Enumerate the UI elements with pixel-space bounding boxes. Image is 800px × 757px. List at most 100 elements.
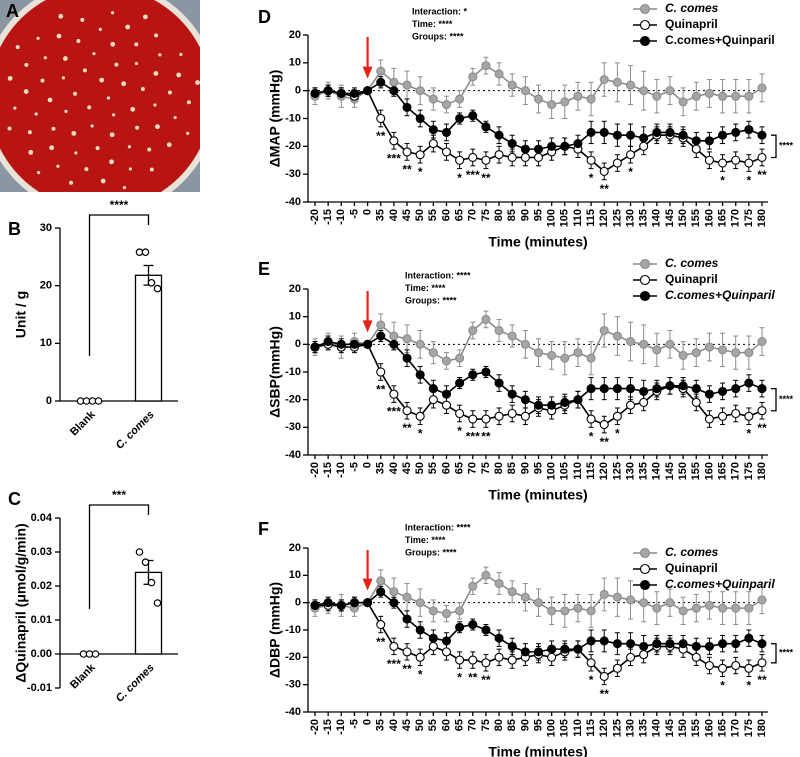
- series-marker: [402, 592, 412, 602]
- colony: [28, 149, 34, 155]
- series-marker: [415, 150, 425, 160]
- significance-star: **: [757, 673, 767, 687]
- series-marker: [678, 130, 688, 140]
- x-tick-label: 75: [480, 462, 492, 474]
- stat-text: Groups: ****: [412, 31, 464, 41]
- series-marker: [718, 91, 728, 101]
- series-marker: [691, 91, 701, 101]
- significance-star: ***: [466, 430, 480, 444]
- series-marker: [744, 633, 754, 643]
- series-marker: [599, 671, 609, 682]
- series-marker: [428, 606, 438, 616]
- series-marker: [573, 139, 583, 149]
- series-marker: [310, 342, 320, 352]
- x-tick-label: 95: [532, 719, 544, 731]
- significance-bracket: [88, 504, 150, 609]
- group-bracket: [771, 643, 777, 664]
- colony: [110, 41, 116, 47]
- legend-label: C. comes: [665, 256, 719, 270]
- x-tick-label: 60: [440, 462, 452, 474]
- series-marker: [560, 644, 570, 654]
- x-tick-label: 40: [388, 719, 400, 731]
- series-marker: [415, 411, 425, 421]
- significance-star: *: [589, 430, 594, 444]
- series-marker: [481, 155, 491, 165]
- series-marker: [402, 102, 412, 112]
- series-marker: [494, 69, 504, 79]
- series-marker: [625, 639, 636, 649]
- series-marker: [691, 348, 701, 358]
- series-marker: [718, 345, 728, 355]
- series-marker: [691, 136, 701, 146]
- series-marker: [599, 636, 609, 646]
- series-marker: [612, 158, 622, 168]
- legend-marker: [639, 579, 651, 591]
- series-marker: [507, 408, 517, 419]
- series-marker: [560, 397, 570, 407]
- x-tick-label: 155: [690, 462, 702, 480]
- significance-star: ***: [387, 657, 401, 671]
- series-marker: [744, 91, 754, 101]
- x-tick-label: 125: [611, 462, 623, 480]
- y-axis-label: ΔQuinapril (μmol/g/min): [13, 523, 29, 682]
- colony: [149, 167, 154, 172]
- series-marker: [349, 88, 359, 98]
- series-marker: [455, 655, 465, 665]
- colony: [127, 145, 132, 149]
- series-marker: [704, 600, 714, 610]
- series-marker: [336, 600, 346, 610]
- colony: [147, 147, 152, 152]
- series-marker: [415, 113, 425, 124]
- x-tick-label: 145: [664, 462, 676, 480]
- colony: [51, 126, 56, 131]
- x-tick-label: 130: [624, 209, 636, 227]
- colony: [110, 11, 115, 15]
- series-marker: [507, 80, 517, 90]
- x-tick-label: 45: [401, 462, 413, 474]
- series-marker: [520, 86, 530, 96]
- x-tick-label: -20: [309, 719, 321, 735]
- colony: [69, 180, 74, 185]
- series-marker: [547, 141, 557, 151]
- x-tick-label: 180: [756, 719, 768, 737]
- series-marker: [402, 614, 412, 624]
- series-marker: [533, 144, 544, 154]
- x-tick-label: -5: [348, 462, 360, 472]
- significance-star: **: [481, 171, 491, 185]
- series-marker: [376, 331, 386, 341]
- x-tick-label: 130: [624, 719, 636, 737]
- series-marker: [704, 389, 714, 399]
- arrow-head: [362, 320, 373, 333]
- x-tick-label: 170: [730, 719, 742, 737]
- colony: [179, 52, 183, 57]
- colony: [112, 113, 116, 117]
- series-marker: [455, 408, 465, 419]
- colony: [186, 131, 190, 135]
- series-marker: [612, 411, 622, 421]
- x-tick-label: 40: [388, 209, 400, 221]
- series-marker: [349, 339, 359, 349]
- significance-star: **: [600, 435, 610, 449]
- series-marker: [494, 411, 504, 421]
- x-tick-label: 40: [388, 462, 400, 474]
- series-marker: [547, 100, 557, 110]
- series-marker: [415, 598, 425, 608]
- series-marker: [468, 414, 478, 424]
- series-marker: [718, 130, 728, 140]
- group-significance: ****: [779, 141, 794, 151]
- x-tick-label: 155: [690, 209, 702, 227]
- y-tick-label: 20: [289, 29, 301, 41]
- series-marker: [625, 80, 636, 90]
- colony: [153, 71, 159, 76]
- series-marker: [612, 331, 622, 341]
- y-tick-label: -0.01: [27, 682, 52, 694]
- significance-star: *: [615, 427, 620, 441]
- series-marker: [704, 136, 714, 146]
- series-marker: [573, 395, 583, 405]
- significance-star: *: [457, 171, 462, 185]
- significance-star: **: [481, 430, 491, 444]
- x-tick-label: Blank: [68, 661, 98, 691]
- series-marker: [586, 658, 596, 668]
- series-marker: [547, 652, 557, 662]
